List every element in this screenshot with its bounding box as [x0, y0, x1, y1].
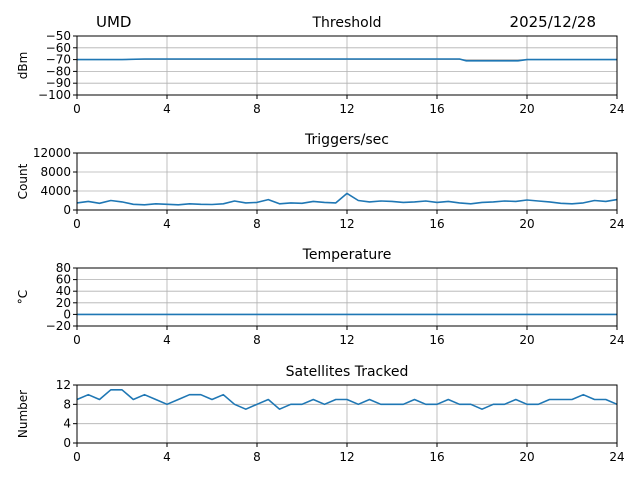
x-tick-label: 8 — [253, 102, 261, 116]
x-tick-label: 0 — [73, 450, 81, 464]
x-tick-label: 8 — [253, 217, 261, 231]
x-tick-label: 20 — [519, 333, 534, 347]
x-tick-label: 0 — [73, 333, 81, 347]
chart-title: Threshold — [312, 15, 382, 31]
y-tick-label: 8 — [63, 397, 71, 411]
x-tick-label: 8 — [253, 333, 261, 347]
y-tick-label: −50 — [46, 29, 71, 43]
chart-panel-2: 0 4 8 12 16 20 24 0 4000 8000 12000 Triggers/sec Cou… — [16, 132, 625, 231]
y-tick-label: 12000 — [33, 146, 71, 160]
x-tick-label: 20 — [519, 102, 534, 116]
y-tick-label: −20 — [46, 319, 71, 333]
x-tick-label: 16 — [429, 450, 444, 464]
x-tick-label: 12 — [339, 102, 354, 116]
chart-panel-1: 0 4 8 12 16 20 24 −100−90−80−70−60−50 Threshold d… — [16, 15, 625, 116]
chart-title: Triggers/sec — [304, 132, 389, 148]
x-tick-label: 4 — [163, 217, 171, 231]
x-tick-label: 12 — [339, 217, 354, 231]
x-tick-label: 4 — [163, 102, 171, 116]
x-tick-label: 24 — [609, 102, 624, 116]
x-tick-label: 16 — [429, 333, 444, 347]
series-line-1 — [76, 388, 618, 411]
y-axis-label: °C — [16, 290, 30, 304]
x-tick-label: 12 — [339, 450, 354, 464]
x-tick-label: 12 — [339, 333, 354, 347]
y-tick-label: −60 — [46, 41, 71, 55]
y-tick-label: −70 — [46, 53, 71, 67]
y-tick-label: 60 — [56, 273, 71, 287]
series-line-1 — [77, 58, 617, 62]
x-tick-label: 0 — [73, 217, 81, 231]
y-tick-label: 0 — [63, 436, 71, 450]
chart-title: Satellites Tracked — [286, 364, 409, 380]
y-tick-label: 20 — [56, 296, 71, 310]
y-tick-label: −90 — [46, 76, 71, 90]
x-tick-label: 24 — [609, 333, 624, 347]
chart-panel-4: 0 4 8 12 16 20 24 0 4 8 12 Satellites Tracked Number — [16, 364, 625, 464]
header-left-label: UMD — [96, 13, 131, 31]
y-tick-label: 8000 — [40, 165, 71, 179]
x-tick-label: 0 — [73, 102, 81, 116]
y-tick-label: −100 — [38, 88, 71, 102]
y-tick-label: 12 — [56, 378, 71, 392]
x-tick-label: 24 — [609, 450, 624, 464]
x-tick-label: 16 — [429, 102, 444, 116]
x-tick-label: 4 — [163, 333, 171, 347]
y-tick-label: 4 — [63, 417, 71, 431]
y-axis-label: Count — [16, 163, 30, 199]
header-right-date: 2025/12/28 — [510, 13, 596, 31]
y-axis-label: dBm — [16, 52, 30, 80]
x-tick-label: 24 — [609, 217, 624, 231]
chart-title: Temperature — [302, 247, 392, 263]
x-tick-label: 4 — [163, 450, 171, 464]
y-tick-label: 0 — [63, 203, 71, 217]
x-tick-label: 20 — [519, 217, 534, 231]
y-tick-label: 80 — [56, 261, 71, 275]
y-tick-label: −80 — [46, 64, 71, 78]
x-tick-label: 16 — [429, 217, 444, 231]
y-axis-label: Number — [16, 390, 30, 438]
x-tick-label: 20 — [519, 450, 534, 464]
series-line-1 — [76, 192, 618, 206]
y-tick-label: 0 — [63, 307, 71, 321]
y-tick-label: 4000 — [40, 184, 71, 198]
x-tick-label: 8 — [253, 450, 261, 464]
y-tick-label: 40 — [56, 284, 71, 298]
